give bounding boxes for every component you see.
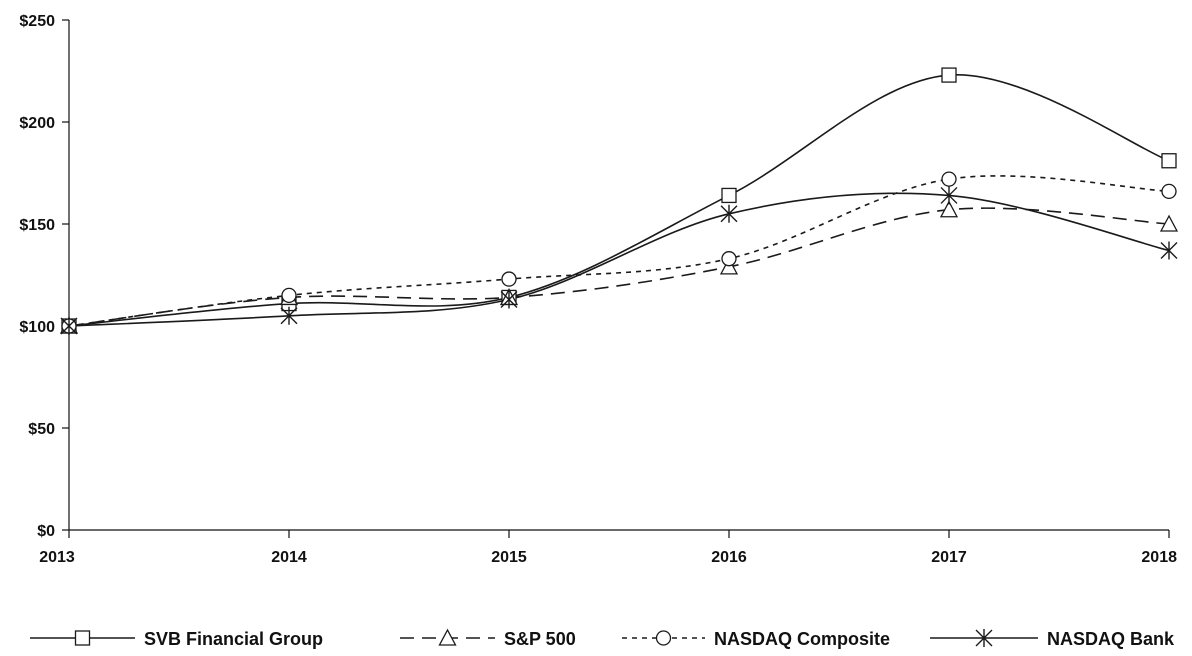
legend-item-s-p-500: S&P 500 [400, 628, 576, 649]
x-tick-label: 2017 [931, 549, 967, 566]
x-tick-label: 2015 [491, 549, 527, 566]
axes: $0 $50 $100 $150 $200 $250 2013 2014 2015 2016 201… [19, 13, 1177, 566]
data-point-nasdaq-composite [1161, 183, 1177, 200]
data-point-s-p-500 [1159, 214, 1179, 232]
series-markers [59, 67, 1179, 335]
legend-item-nasdaq-bank: NASDAQ Bank [930, 629, 1175, 649]
legend-marker [438, 628, 457, 646]
legend: SVB Financial Group S&P 500 NASDAQ Composi… [30, 628, 1175, 649]
data-point-s-p-500 [719, 257, 739, 275]
y-tick-label: $50 [28, 421, 55, 438]
legend-marker [74, 630, 91, 646]
data-point-nasdaq-bank [940, 186, 958, 205]
data-point-svb-financial-group [941, 67, 957, 83]
legend-item-nasdaq-composite: NASDAQ Composite [622, 629, 890, 649]
legend-label: S&P 500 [504, 629, 576, 649]
legend-marker [975, 629, 993, 647]
data-point-nasdaq-composite [501, 271, 517, 287]
legend-label: NASDAQ Composite [714, 629, 890, 649]
y-tick-label: $200 [19, 115, 55, 132]
data-point-svb-financial-group [1161, 153, 1177, 169]
legend-marker [655, 630, 672, 646]
legend-item-svb-financial-group: SVB Financial Group [30, 629, 323, 649]
x-tick-label: 2016 [711, 549, 747, 566]
y-tick-label: $100 [19, 319, 55, 336]
x-tick-label: 2013 [39, 549, 75, 566]
legend-label: NASDAQ Bank [1047, 629, 1175, 649]
data-point-nasdaq-composite [941, 171, 957, 187]
data-point-svb-financial-group [721, 187, 737, 204]
y-tick-label: $0 [37, 523, 55, 540]
y-tick-label: $250 [19, 13, 55, 30]
legend-label: SVB Financial Group [144, 629, 323, 649]
data-point-s-p-500 [939, 200, 959, 218]
data-point-nasdaq-composite [721, 251, 737, 267]
data-point-nasdaq-bank [280, 306, 298, 325]
x-tick-label: 2018 [1141, 549, 1177, 566]
series-lines [68, 74, 1170, 327]
data-point-nasdaq-bank [720, 204, 738, 223]
series-line-svb-financial-group [68, 74, 1170, 327]
data-point-nasdaq-composite [281, 287, 297, 304]
series-line-nasdaq-composite [68, 175, 1170, 327]
data-point-nasdaq-bank [1160, 241, 1178, 260]
x-tick-label: 2014 [271, 549, 307, 566]
data-point-nasdaq-bank [60, 317, 78, 335]
series-line-nasdaq-bank [68, 192, 1170, 327]
y-tick-label: $150 [19, 217, 55, 234]
data-point-nasdaq-bank [500, 290, 518, 309]
series-line-s-p-500 [68, 207, 1170, 327]
